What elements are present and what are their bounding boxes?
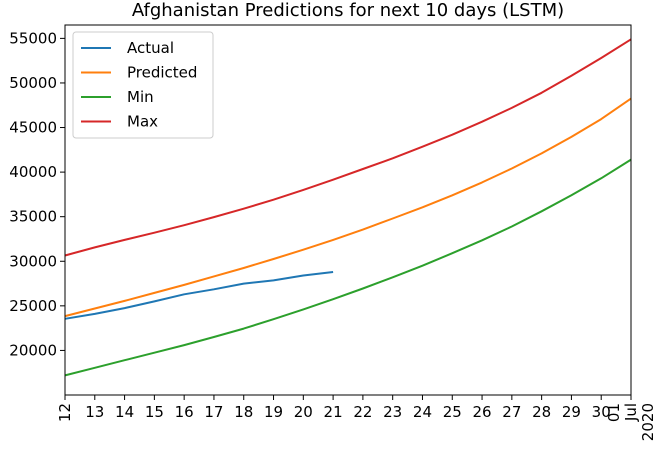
x-tick-label: 29: [562, 403, 581, 421]
x-tick-label: 21: [324, 403, 343, 421]
x-tick-label: 26: [473, 403, 492, 421]
x-tick-label: 24: [413, 403, 432, 421]
y-tick-label: 35000: [9, 208, 57, 226]
x-tick-label: 14: [115, 403, 134, 421]
y-tick-label: 30000: [9, 252, 57, 270]
x-tick-label: 28: [532, 403, 551, 421]
x-tick-label: 23: [383, 403, 402, 421]
y-tick-label: 20000: [9, 341, 57, 359]
y-tick-label: 40000: [9, 163, 57, 181]
x-tick-label: 12: [56, 403, 74, 422]
plot-area: [64, 38, 632, 377]
y-tick-label: 55000: [9, 29, 57, 47]
legend: Actual Predicted Min Max: [72, 31, 214, 139]
legend-label-predicted: Predicted: [127, 64, 197, 82]
x-tick-label-final: Jul: [622, 403, 640, 422]
x-tick-label: 27: [502, 403, 521, 421]
x-tick-label: 15: [145, 403, 164, 421]
x-tick-label: 20: [294, 403, 313, 421]
legend-label-actual: Actual: [127, 39, 174, 57]
series-line-actual: [64, 271, 334, 320]
chart-title: Afghanistan Predictions for next 10 days…: [132, 0, 564, 21]
y-tick-label: 50000: [9, 74, 57, 92]
x-tick-label: 30: [592, 403, 611, 421]
legend-box: [72, 31, 214, 139]
y-tick-label: 45000: [9, 119, 57, 137]
axes: 20000 25000 30000 35000 40000 45000 50000 55000…: [9, 24, 656, 441]
y-tick-label: 25000: [9, 297, 57, 315]
legend-label-min: Min: [127, 88, 154, 106]
x-tick-label: 22: [353, 403, 372, 421]
series-line-predicted: [64, 97, 632, 318]
x-tick-label: 17: [204, 403, 223, 421]
plot-frame: [64, 24, 632, 396]
series-line-max: [64, 38, 632, 257]
x-tick-label: 19: [264, 403, 283, 421]
series-line-min: [64, 158, 632, 377]
legend-label-max: Max: [127, 113, 158, 131]
x-tick-label: 18: [234, 403, 253, 421]
x-tick-label-final: 01: [605, 403, 623, 422]
x-tick-label: 16: [175, 403, 194, 421]
x-tick-label-final: 2020: [639, 403, 656, 441]
x-tick-label: 13: [85, 403, 104, 421]
x-tick-label: 25: [443, 403, 462, 421]
